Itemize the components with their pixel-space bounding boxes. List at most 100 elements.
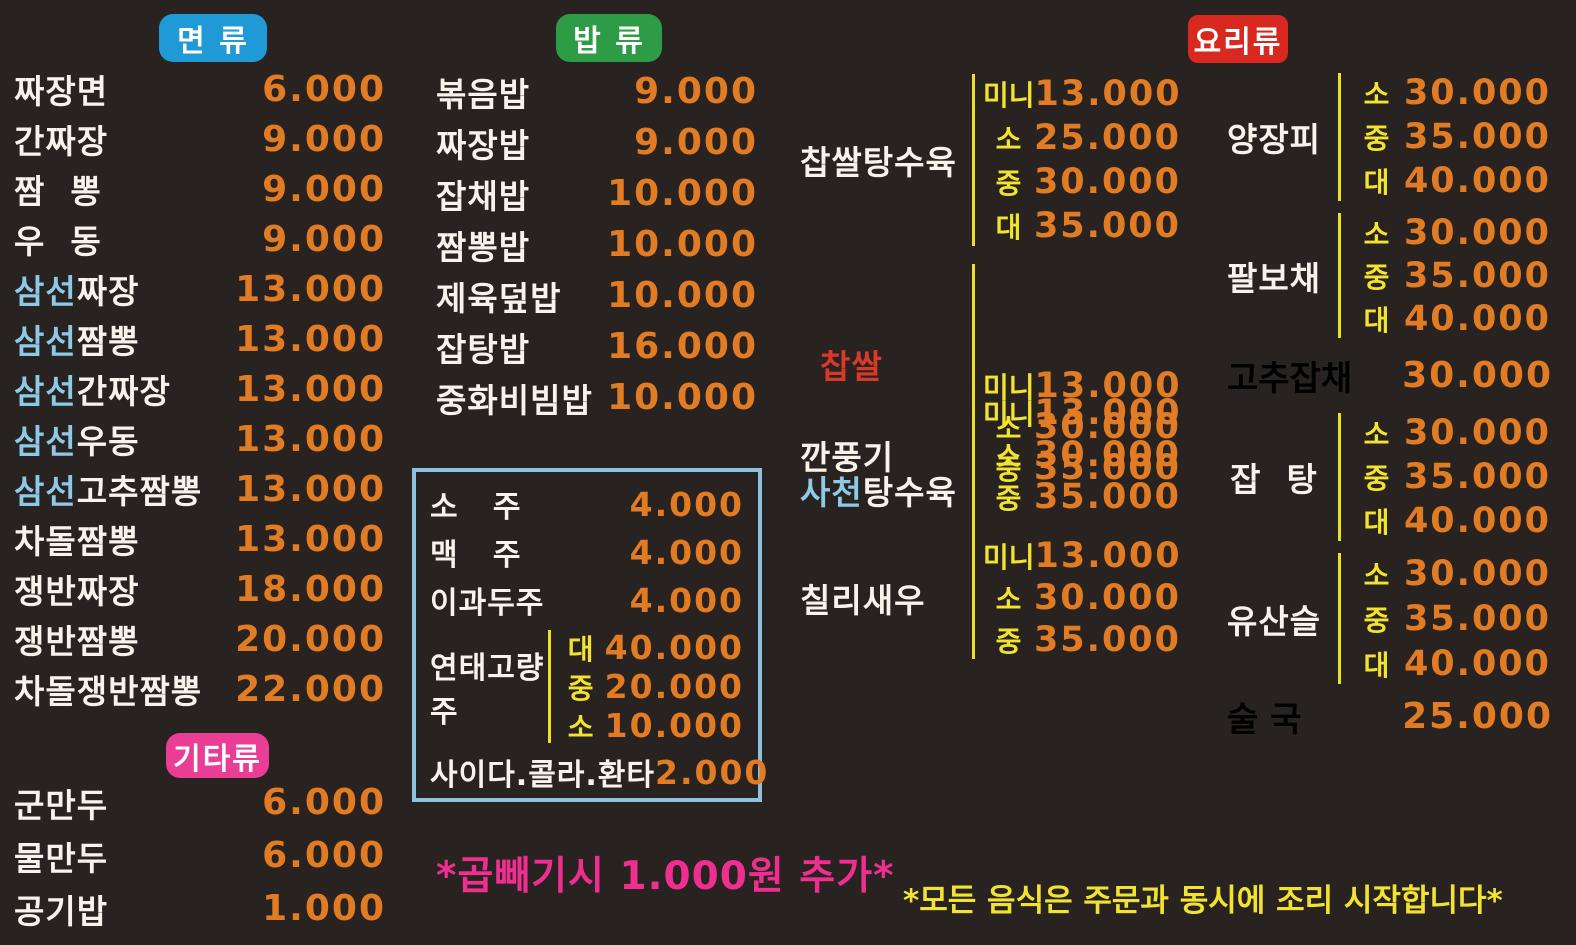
item-name-rest: 짜장 (76, 272, 140, 311)
dish-japtang: 잡 탕 소 30.000 중 35.000 대 40.000 (1210, 411, 1551, 543)
section-badge-rice: 밥 류 (556, 14, 662, 62)
size-divider-line (972, 537, 975, 659)
dish-palbochae: 팔보채 소 30.000 중 35.000 대 40.000 (1210, 211, 1551, 340)
item-price: 13.000 (235, 368, 386, 410)
item-name: 볶음밥 (436, 74, 531, 114)
menu-item-row: 물만두 6.000 (14, 829, 386, 882)
item-price: 10.000 (607, 173, 758, 214)
dish-name: 칠리새우 (800, 581, 926, 620)
item-price: 20.000 (235, 618, 386, 660)
size-price-row: 소 30.000 (1349, 211, 1551, 254)
noodles-section: 짜장면 6.000 간짜장 9.000 짬 뽕 9.000 우 동 9.000 삼선짜장… (14, 64, 386, 714)
dish-name: 찹쌀탕수육 (800, 143, 957, 182)
item-price: 35.000 (1033, 620, 1181, 660)
item-price: 30.000 (1403, 553, 1551, 594)
size-price-row: 중 30.000 (983, 160, 1181, 204)
menu-item-row: 삼선우동 13.000 (14, 414, 386, 464)
item-price: 9.000 (634, 71, 758, 112)
item-price: 40.000 (1403, 501, 1551, 541)
dish-sacheon-tangsuyuk: 찹쌀 사천탕수육 미니 13.000 소 30.000 중 35.000 (800, 262, 1181, 592)
item-name: 짜장밥 (436, 125, 531, 165)
menu-item-row: 짬 뽕 9.000 (14, 164, 386, 214)
menu-item-row: 사이다.콜라.환타 2.000 (430, 749, 767, 795)
item-price: 10.000 (607, 275, 758, 316)
section-badge-dishes: 요리류 (1188, 15, 1288, 63)
rice-section: 볶음밥 9.000 짜장밥 9.000 잡채밥 10.000 짬뽕밥 10.000 제육… (436, 66, 758, 423)
item-price: 16.000 (607, 326, 758, 367)
item-price: 13.000 (235, 318, 386, 360)
item-price: 13.000 (1034, 393, 1182, 433)
item-price: 13.000 (235, 468, 386, 510)
item-name: 차돌쟁반짬뽕 (14, 672, 203, 711)
item-name: 삼선우동 (14, 415, 139, 463)
item-price: 20.000 (604, 667, 744, 706)
dish-sulguk: 술 국 25.000 (1227, 693, 1553, 740)
size-price-row: 대 40.000 (1349, 499, 1551, 543)
dish-tangsuyuk: 찹쌀탕수육 미니 13.000 소 25.000 중 30.000 대 35.000 (800, 72, 1181, 248)
menu-item-row: 공기밥 1.000 (14, 882, 386, 935)
item-name: 삼선짜장 (14, 265, 139, 313)
item-name: 군만두 (14, 785, 109, 825)
item-price: 13.000 (1034, 366, 1182, 406)
item-name: 짬 뽕 (14, 172, 102, 211)
item-name: 이과두주 (430, 586, 545, 621)
item-price: 13.000 (235, 268, 386, 310)
size-price-row: 중 35.000 (983, 619, 1181, 661)
item-price: 25.000 (1402, 695, 1553, 737)
item-price: 40.000 (604, 628, 744, 667)
size-price-rows: 미니 13.000 소 30.000 중 35.000 (983, 392, 1181, 518)
dish-yusansul: 유산슬 소 30.000 중 35.000 대 40.000 (1210, 551, 1551, 686)
size-divider-line (1338, 413, 1341, 541)
menu-item-row: 짜장면 6.000 (14, 64, 386, 114)
dish-name: 유산슬 (1226, 601, 1322, 641)
dish-kkanpunggi: 깐풍기 미니 13.000 소 30.000 중 35.000 (800, 392, 1181, 518)
item-name: 차돌짬뽕 (14, 522, 140, 561)
dish-name: 양장피 (1226, 120, 1322, 159)
size-label: 중 (567, 671, 594, 705)
size-price-row: 미니 13.000 (983, 535, 1181, 577)
dish-name: 술 국 (1227, 699, 1302, 740)
size-label: 미니 (983, 398, 1035, 431)
size-label: 중 (995, 482, 1022, 515)
dish-name-line1: 찹쌀 (820, 347, 883, 386)
size-price-row: 중 20.000 (557, 667, 744, 706)
dish-name-highlight: 사천 (800, 473, 863, 512)
size-price-row: 소 30.000 (1349, 71, 1551, 115)
item-price: 2.000 (655, 752, 770, 792)
dish-name-line2: 사천탕수육 (800, 466, 972, 514)
size-label: 미니 (983, 541, 1035, 574)
size-price-row: 중 35.000 (983, 476, 1181, 518)
item-price: 4.000 (629, 580, 744, 620)
item-price: 30.000 (1403, 73, 1551, 113)
dish-name: 팔보채 (1226, 258, 1322, 298)
item-name: 삼선간짜장 (14, 365, 171, 413)
item-price: 9.000 (262, 118, 386, 160)
others-section: 군만두 6.000 물만두 6.000 공기밥 1.000 (14, 776, 386, 935)
menu-item-row: 맥 주 4.000 (430, 528, 744, 576)
item-price: 6.000 (262, 835, 386, 876)
menu-item-row: 짜장밥 9.000 (436, 117, 758, 168)
item-price: 1.000 (262, 888, 386, 929)
item-price: 35.000 (1403, 457, 1551, 497)
item-price: 40.000 (1403, 161, 1551, 201)
item-name-highlight: 삼선 (14, 372, 77, 411)
menu-item-row: 우 동 9.000 (14, 214, 386, 264)
size-label: 중 (1363, 603, 1390, 637)
item-name-rest: 고추짬뽕 (76, 472, 203, 511)
size-price-row: 중 35.000 (1349, 455, 1551, 499)
dish-name: 찹쌀 사천탕수육 (800, 262, 972, 592)
dish-yangjangpi: 양장피 소 30.000 중 35.000 대 40.000 (1210, 71, 1551, 203)
size-price-rows: 미니 13.000 소 30.000 중 35.000 (983, 366, 1181, 489)
item-price: 35.000 (1403, 255, 1551, 296)
size-price-row: 소 30.000 (1349, 551, 1551, 596)
menu-item-row: 짬뽕밥 10.000 (436, 219, 758, 270)
item-name: 잡채밥 (436, 176, 531, 216)
item-price: 13.000 (1034, 536, 1182, 576)
size-price-row: 중 35.000 (1349, 115, 1551, 159)
item-name: 삼선짬뽕 (14, 315, 139, 363)
item-name: 우 동 (14, 222, 102, 261)
size-label: 대 (995, 211, 1022, 244)
item-price: 4.000 (629, 532, 744, 572)
item-price: 6.000 (262, 68, 386, 110)
